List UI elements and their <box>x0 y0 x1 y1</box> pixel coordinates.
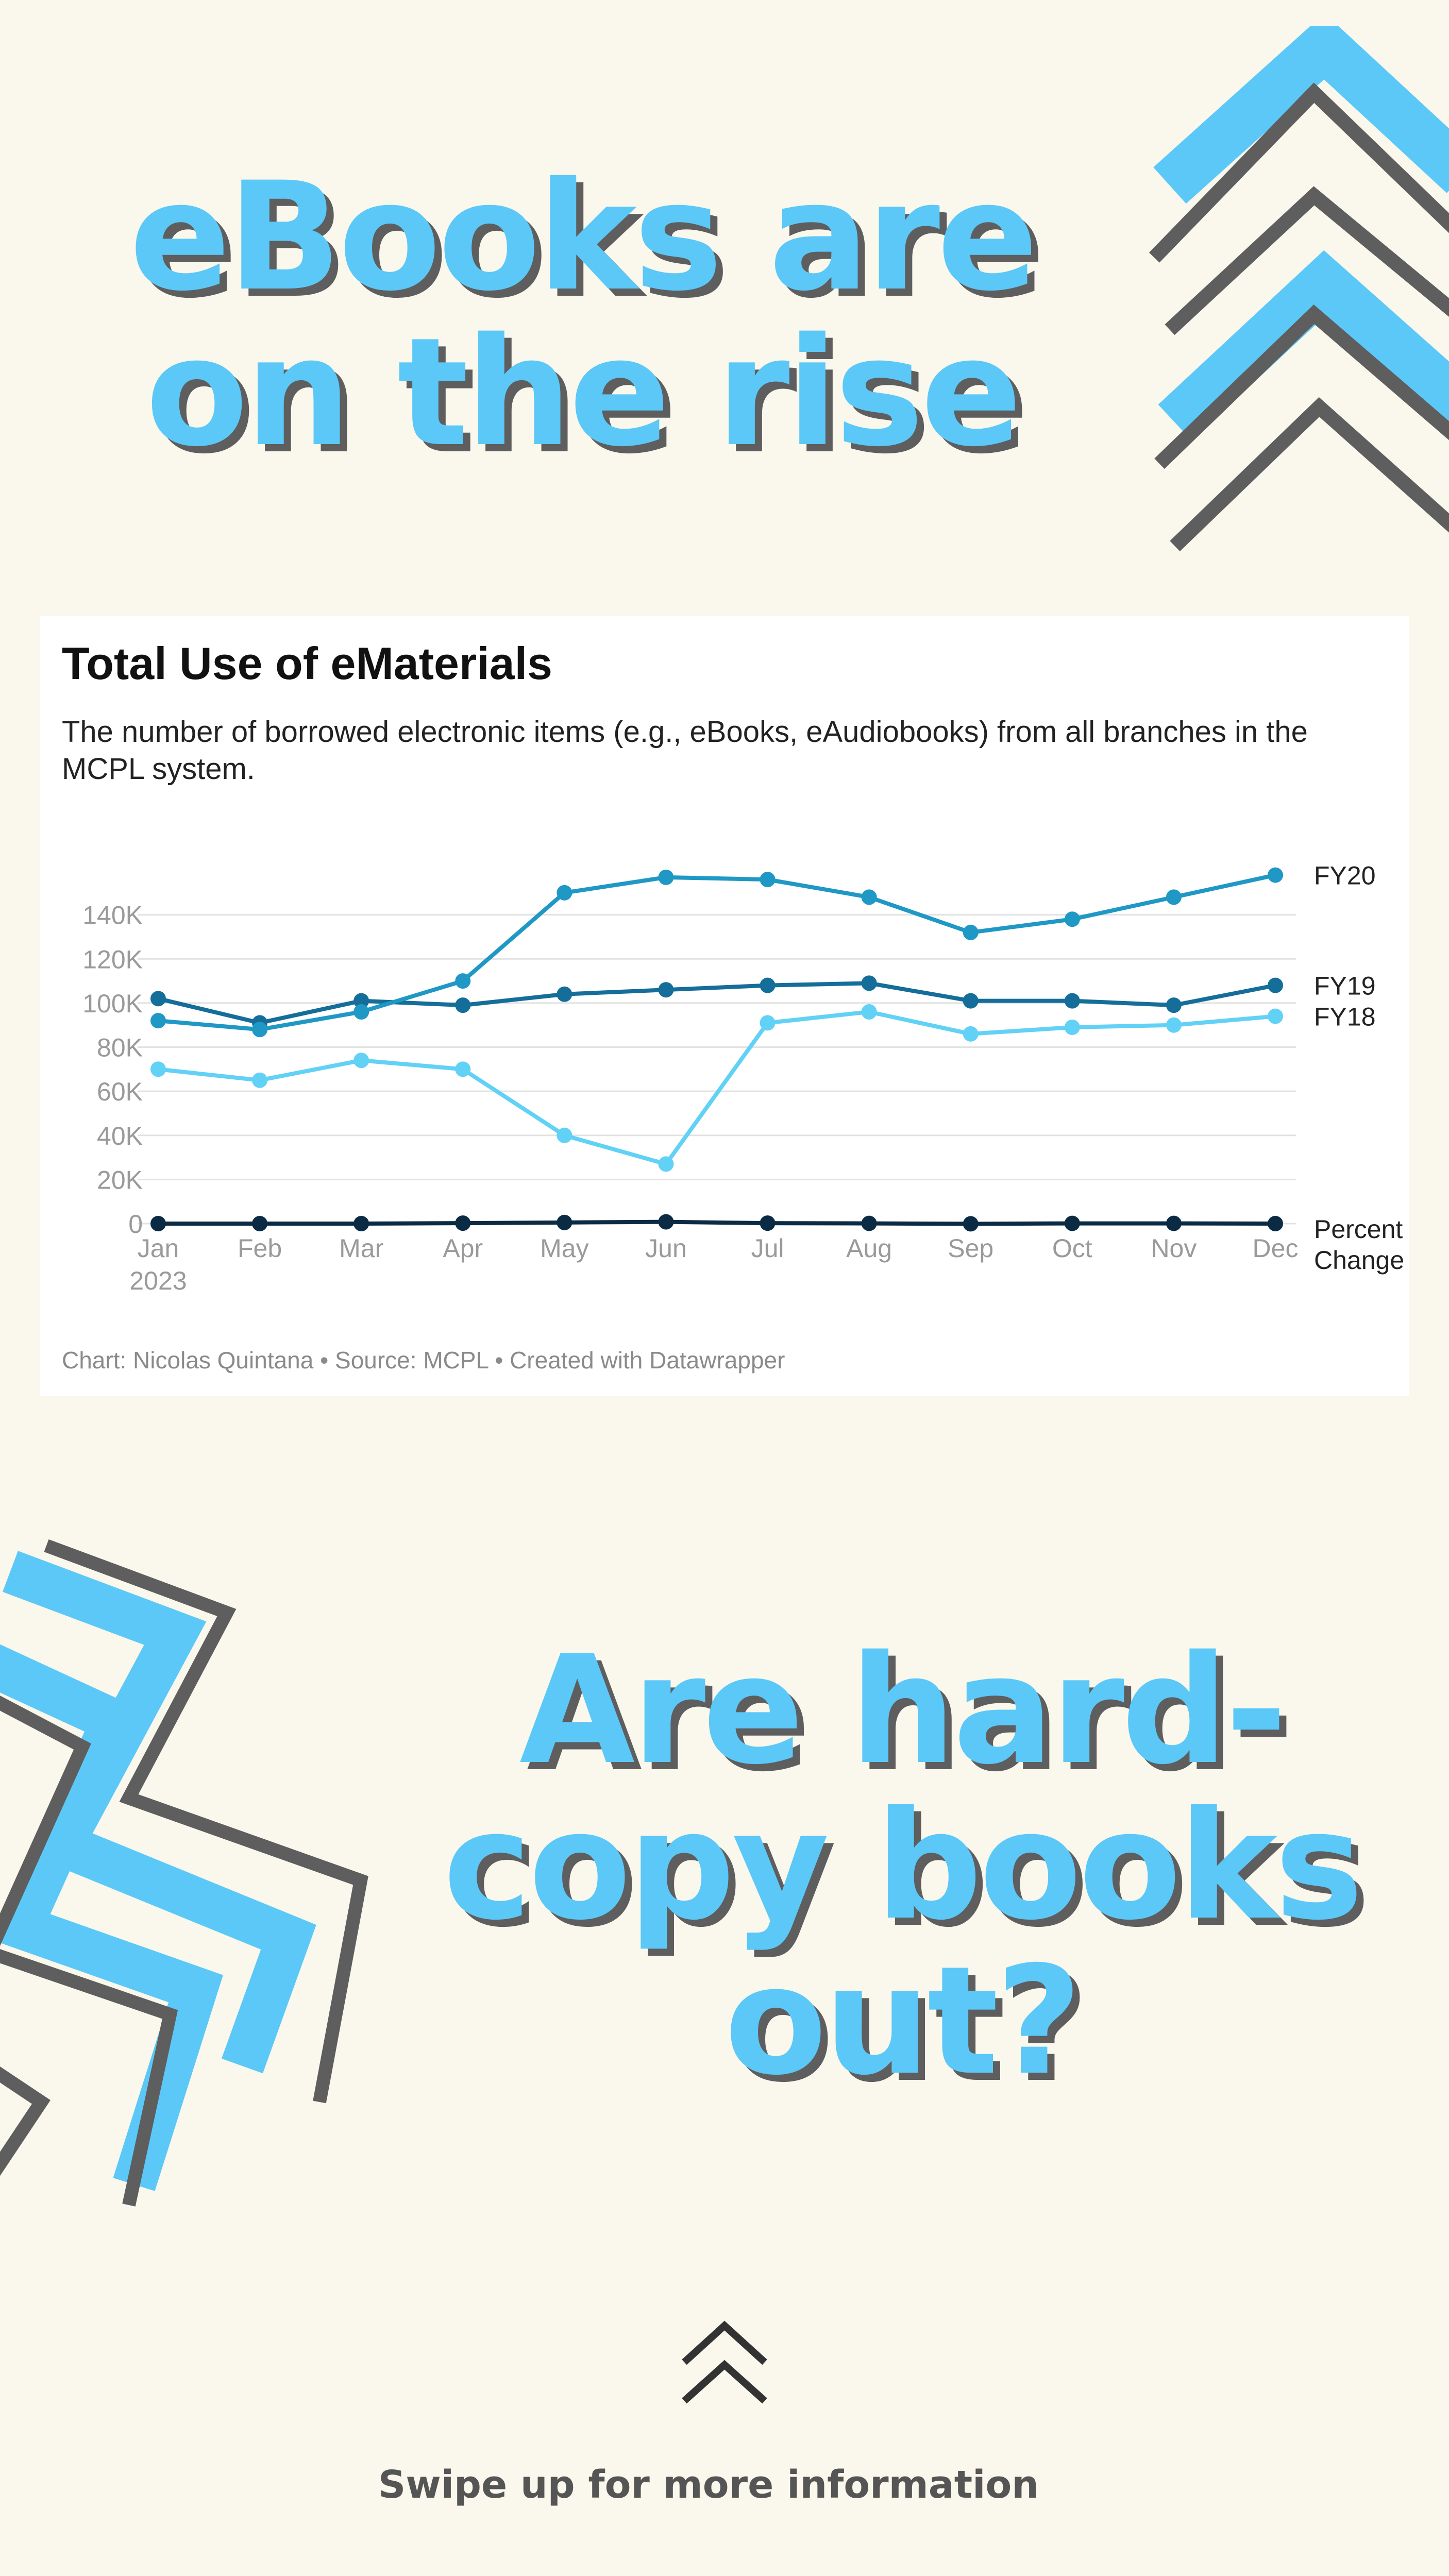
data-point <box>760 977 776 993</box>
data-point <box>861 1215 877 1231</box>
data-point <box>150 1061 166 1077</box>
series-line-fy18 <box>158 1010 1276 1166</box>
data-point <box>1268 867 1283 883</box>
swipe-up-prompt[interactable]: Swipe up for more information <box>378 2463 1039 2507</box>
x-tick-label: Nov <box>1151 1234 1197 1263</box>
data-point <box>1064 1019 1080 1035</box>
data-point <box>252 1072 268 1088</box>
data-point <box>455 973 471 989</box>
data-point <box>557 1214 572 1230</box>
series-label: FY18 <box>1314 1003 1376 1031</box>
data-point <box>1268 1216 1283 1231</box>
x-tick-label: Jun <box>645 1234 687 1263</box>
data-point <box>658 1214 674 1230</box>
y-tick-label: 20K <box>97 1165 143 1194</box>
data-point <box>760 1215 776 1231</box>
x-tick-label: Dec <box>1253 1234 1299 1263</box>
data-point <box>252 1022 268 1038</box>
data-point <box>353 1216 369 1231</box>
y-tick-label: 100K <box>82 989 143 1018</box>
series-label: Change <box>1314 1246 1404 1275</box>
data-point <box>1064 1215 1080 1231</box>
chart-title: Total Use of eMaterials <box>62 638 552 689</box>
chart-subtitle: The number of borrowed electronic items … <box>62 715 1308 786</box>
data-point <box>455 1061 471 1077</box>
data-point <box>963 993 979 1009</box>
data-point <box>963 1026 979 1042</box>
data-point <box>658 1156 674 1172</box>
y-tick-label: 0 <box>128 1210 143 1239</box>
x-tick-label: Mar <box>339 1234 383 1263</box>
data-point <box>1166 997 1182 1013</box>
data-point <box>150 1013 166 1029</box>
data-point <box>455 997 471 1013</box>
data-point <box>1166 1017 1182 1033</box>
page-headline-top: eBooks are on the rise <box>129 150 1038 480</box>
x-tick-label: Jan <box>138 1234 179 1263</box>
data-point <box>963 1216 979 1232</box>
data-point <box>1064 993 1080 1009</box>
series-line-fy19 <box>158 981 1276 1025</box>
page-headline-bottom: Are hard-copy books out? <box>443 1624 1363 2109</box>
data-point <box>557 986 572 1002</box>
series-line-percent-change <box>158 1219 1276 1226</box>
data-point <box>861 1004 877 1020</box>
data-point <box>1166 889 1182 905</box>
data-point <box>150 991 166 1007</box>
series-line-fy20 <box>158 873 1276 1032</box>
x-tick-label: Apr <box>443 1234 483 1263</box>
data-point <box>1268 977 1283 993</box>
chevron-stack-icon <box>1149 26 1449 552</box>
data-point <box>963 924 979 940</box>
x-year-label: 2023 <box>129 1266 187 1295</box>
y-tick-label: 140K <box>82 901 143 930</box>
data-point <box>1268 1008 1283 1024</box>
data-point <box>353 993 369 1009</box>
y-tick-label: 60K <box>97 1077 143 1106</box>
line-chart: 0 20K 40K 60K 80K 100K 120K 140K Jan Feb Mar Apr May… <box>82 861 1404 1295</box>
y-tick-label: 40K <box>97 1122 143 1150</box>
y-tick-label: 80K <box>97 1033 143 1062</box>
series-label: FY20 <box>1314 861 1376 890</box>
data-point <box>861 889 877 905</box>
x-tick-label: Aug <box>846 1234 892 1263</box>
data-point <box>353 1004 369 1020</box>
x-tick-label: Oct <box>1052 1234 1092 1263</box>
chart-footer: Chart: Nicolas Quintana • Source: MCPL •… <box>62 1347 785 1374</box>
data-point <box>455 1215 471 1231</box>
data-point <box>353 1053 369 1069</box>
data-point <box>861 975 877 991</box>
x-tick-label: Feb <box>238 1234 282 1263</box>
x-tick-label: May <box>540 1234 588 1263</box>
data-point <box>1166 1215 1182 1231</box>
x-tick-label: Jul <box>751 1234 784 1263</box>
zigzag-decoration-icon <box>0 1539 368 2207</box>
data-point <box>760 872 776 888</box>
data-point <box>1064 911 1080 927</box>
data-point <box>150 1216 166 1231</box>
data-point <box>557 885 572 901</box>
data-point <box>658 869 674 885</box>
x-tick-label: Sep <box>948 1234 993 1263</box>
series-label: FY19 <box>1314 972 1376 1001</box>
y-tick-label: 120K <box>82 945 143 974</box>
series-label: Percent <box>1314 1215 1403 1244</box>
data-point <box>557 1127 572 1143</box>
double-chevron-up-icon[interactable] <box>678 2318 771 2406</box>
data-point <box>658 982 674 998</box>
chart-card: Total Use of eMaterials The number of bo… <box>40 616 1409 1396</box>
data-point <box>252 1216 268 1231</box>
data-point <box>760 1015 776 1031</box>
